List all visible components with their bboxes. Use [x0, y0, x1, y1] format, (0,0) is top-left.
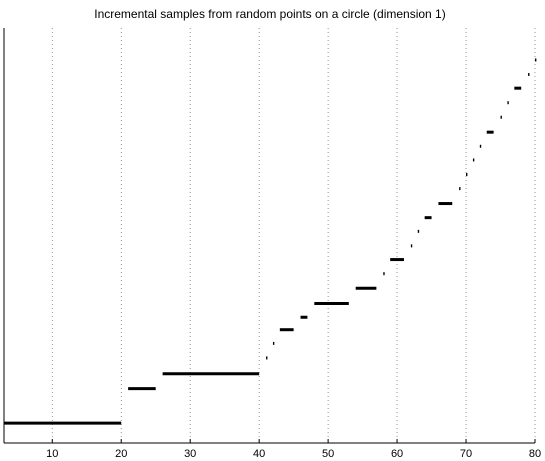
data-series — [4, 58, 537, 425]
x-tick-label-50: 50 — [322, 448, 334, 460]
axes — [3, 28, 535, 444]
x-tick-label-80: 80 — [529, 448, 541, 460]
x-tick-label-10: 10 — [46, 448, 58, 460]
x-tick-label-70: 70 — [460, 448, 472, 460]
x-tick-label-60: 60 — [391, 448, 403, 460]
chart-title: Incremental samples from random points o… — [94, 7, 445, 21]
grid-lines — [51, 28, 536, 443]
x-ticks: 10 20 30 40 50 60 70 80 — [46, 439, 541, 460]
x-tick-label-30: 30 — [184, 448, 196, 460]
x-tick-label-20: 20 — [115, 448, 127, 460]
x-tick-label-40: 40 — [253, 448, 265, 460]
